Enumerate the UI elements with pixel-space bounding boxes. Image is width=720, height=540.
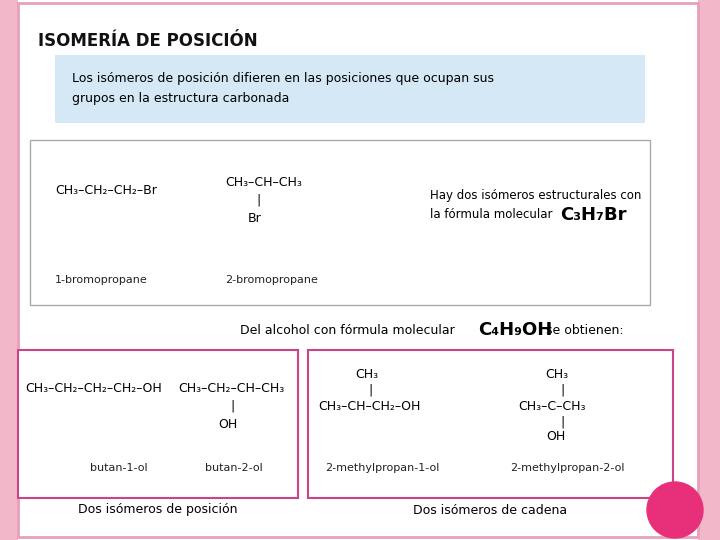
Bar bbox=[18, 350, 298, 498]
Text: OH: OH bbox=[218, 417, 238, 430]
Text: CH₃: CH₃ bbox=[355, 368, 378, 381]
Text: 1-bromopropane: 1-bromopropane bbox=[55, 275, 148, 285]
Bar bbox=[698, 0, 720, 540]
Text: 2-methylpropan-2-ol: 2-methylpropan-2-ol bbox=[510, 463, 624, 473]
Text: 2-methylpropan-1-ol: 2-methylpropan-1-ol bbox=[325, 463, 439, 473]
Bar bbox=[308, 350, 673, 498]
Text: Br: Br bbox=[248, 212, 262, 225]
Text: Del alcohol con fórmula molecular: Del alcohol con fórmula molecular bbox=[240, 323, 459, 336]
Text: ISOMERÍA DE POSICIÓN: ISOMERÍA DE POSICIÓN bbox=[38, 32, 258, 50]
Text: CH₃–CH₂–CH₂–CH₂–OH: CH₃–CH₂–CH₂–CH₂–OH bbox=[25, 381, 162, 395]
Circle shape bbox=[647, 482, 703, 538]
Text: |: | bbox=[256, 193, 260, 206]
Text: 2-bromopropane: 2-bromopropane bbox=[225, 275, 318, 285]
Text: |: | bbox=[560, 383, 564, 396]
Bar bbox=[55, 55, 645, 123]
Text: Dos isómeros de posición: Dos isómeros de posición bbox=[78, 503, 238, 516]
Text: Dos isómeros de cadena: Dos isómeros de cadena bbox=[413, 503, 567, 516]
Text: |: | bbox=[560, 415, 564, 429]
Text: CH₃: CH₃ bbox=[545, 368, 568, 381]
Text: C₃H₇Br: C₃H₇Br bbox=[560, 206, 626, 224]
Text: |: | bbox=[230, 400, 234, 413]
Text: grupos en la estructura carbonada: grupos en la estructura carbonada bbox=[72, 92, 289, 105]
Text: OH: OH bbox=[546, 430, 566, 443]
Text: butan-2-ol: butan-2-ol bbox=[205, 463, 263, 473]
Text: la fórmula molecular: la fórmula molecular bbox=[430, 208, 557, 221]
Text: CH₃–CH₂–CH₂–Br: CH₃–CH₂–CH₂–Br bbox=[55, 184, 157, 197]
Text: CH₃–CH–CH₂–OH: CH₃–CH–CH₂–OH bbox=[318, 400, 420, 413]
Bar bbox=[0, 0, 18, 540]
Text: Hay dos isómeros estructurales con: Hay dos isómeros estructurales con bbox=[430, 188, 642, 201]
Text: C₄H₉OH: C₄H₉OH bbox=[478, 321, 552, 339]
Text: |: | bbox=[369, 383, 373, 396]
Text: CH₃–C–CH₃: CH₃–C–CH₃ bbox=[518, 400, 585, 413]
Text: butan-1-ol: butan-1-ol bbox=[90, 463, 148, 473]
Text: se obtienen:: se obtienen: bbox=[542, 323, 624, 336]
Bar bbox=[30, 140, 650, 305]
Text: CH₃–CH₂–CH–CH₃: CH₃–CH₂–CH–CH₃ bbox=[178, 381, 284, 395]
Text: Los isómeros de posición difieren en las posiciones que ocupan sus: Los isómeros de posición difieren en las… bbox=[72, 72, 494, 85]
Text: CH₃–CH–CH₃: CH₃–CH–CH₃ bbox=[225, 176, 302, 188]
